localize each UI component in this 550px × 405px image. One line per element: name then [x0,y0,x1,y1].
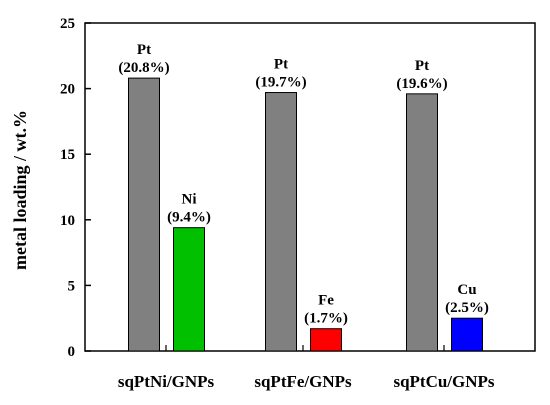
data-label-metal: Ni [182,192,197,208]
data-label-value: (9.4%) [167,210,211,226]
data-label-value: (20.8%) [118,60,169,76]
data-label-value: (1.7%) [304,311,348,327]
y-tick-label: 15 [60,147,75,163]
y-axis-label: metal loading / wt.% [10,110,30,270]
data-labels: Pt (20.8%) Ni (9.4%) Pt (19.7%) Fe (1.7%) Pt (19.… [118,42,489,327]
data-label-metal: Pt [274,57,288,73]
data-label-metal: Pt [415,58,429,74]
axes: 0 5 10 15 20 25 sqPtNi/GNPs sqPtFe/GNPs sqPtCu/G… [60,16,536,391]
y-tick-label: 25 [60,16,75,32]
y-tick-label: 5 [68,278,76,294]
bar-cu-2 [451,317,483,352]
y-tick-label: 10 [60,213,75,229]
bar-ni-0 [173,227,205,352]
bar-pt-1 [265,92,297,352]
x-category-label: sqPtNi/GNPs [118,372,215,391]
bar-pt-0 [128,77,160,352]
x-category-label: sqPtCu/GNPs [393,372,494,391]
data-label-value: (19.6%) [396,76,447,92]
bars [128,77,483,352]
bar-fe-1 [310,328,342,352]
data-label-metal: Fe [318,293,334,309]
data-label-metal: Pt [137,42,151,58]
data-label-value: (19.7%) [255,75,306,91]
bar-pt-2 [406,93,438,352]
data-label-value: (2.5%) [445,300,489,316]
y-tick-label: 0 [68,344,76,360]
data-label-metal: Cu [457,282,476,298]
y-tick-label: 20 [60,82,75,98]
x-category-label: sqPtFe/GNPs [254,372,352,391]
